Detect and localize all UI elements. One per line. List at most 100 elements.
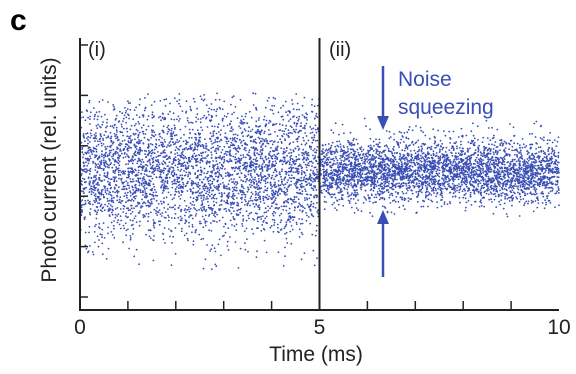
point-region-i (150, 104, 153, 106)
point-region-i (149, 237, 152, 240)
point-region-i (185, 110, 188, 113)
point-region-i (254, 141, 257, 144)
point-region-i (274, 190, 277, 193)
point-region-i (137, 177, 139, 180)
point-region-i (230, 166, 233, 169)
point-region-i (250, 195, 253, 198)
point-region-i (235, 189, 238, 192)
point-region-i (108, 164, 110, 167)
point-region-i (267, 209, 270, 212)
point-region-i (127, 176, 130, 179)
point-region-i (129, 108, 132, 111)
point-region-i (212, 146, 215, 149)
point-region-i (180, 137, 182, 139)
point-region-ii (383, 161, 386, 163)
point-region-i (209, 138, 212, 140)
point-region-i (163, 145, 166, 148)
point-region-ii (486, 173, 489, 176)
point-region-i (205, 209, 208, 211)
point-region-i (295, 160, 297, 163)
point-region-i (133, 171, 135, 174)
point-region-i (265, 211, 268, 214)
point-region-i (154, 194, 157, 197)
point-region-i (112, 141, 115, 144)
point-region-i (126, 184, 129, 187)
point-region-i (289, 142, 292, 145)
point-region-i (112, 224, 115, 227)
point-region-i (176, 186, 178, 189)
point-region-i (202, 199, 205, 201)
point-region-i (135, 123, 137, 125)
point-region-i (311, 136, 313, 139)
point-region-i (172, 235, 175, 238)
point-region-i (93, 189, 96, 192)
point-region-i (147, 115, 150, 117)
point-region-i (188, 210, 191, 213)
point-region-i (165, 146, 168, 148)
point-region-i (210, 154, 213, 156)
point-region-i (291, 158, 294, 161)
point-region-i (195, 120, 198, 123)
point-region-i (213, 185, 216, 187)
point-region-i (198, 139, 201, 142)
point-region-ii (480, 205, 483, 207)
point-region-i (231, 186, 234, 189)
point-region-i (163, 118, 165, 121)
point-region-i (130, 124, 133, 127)
point-region-i (215, 110, 218, 113)
point-region-i (226, 142, 229, 145)
point-region-ii (357, 160, 360, 162)
point-region-i (213, 108, 216, 111)
point-region-ii (406, 189, 409, 192)
point-region-i (98, 199, 101, 201)
point-region-i (248, 149, 251, 152)
point-region-i (221, 157, 224, 160)
point-region-i (127, 149, 129, 152)
point-region-i (192, 197, 195, 200)
point-region-ii (452, 130, 455, 133)
point-region-i (300, 165, 302, 168)
point-region-i (100, 180, 103, 183)
point-region-ii (424, 134, 427, 137)
point-region-ii (434, 187, 437, 190)
point-region-i (102, 137, 104, 140)
point-region-i (154, 159, 157, 162)
point-region-i (283, 148, 285, 150)
point-region-i (194, 230, 197, 232)
point-region-i (127, 209, 130, 212)
point-region-i (259, 133, 262, 136)
point-region-i (104, 154, 107, 157)
point-region-i (273, 153, 276, 156)
point-region-i (186, 161, 189, 164)
point-region-i (190, 165, 193, 168)
point-region-i (285, 237, 288, 240)
point-region-i (232, 133, 235, 136)
point-region-ii (467, 189, 470, 192)
point-region-i (308, 182, 310, 185)
point-region-i (316, 224, 318, 227)
point-region-i (180, 168, 183, 171)
point-region-i (119, 110, 121, 113)
point-region-i (90, 134, 93, 137)
point-region-i (231, 181, 234, 184)
point-region-i (182, 154, 185, 157)
point-region-i (90, 185, 93, 188)
point-region-i (233, 111, 235, 114)
point-region-i (219, 145, 221, 148)
point-region-i (107, 136, 110, 139)
point-region-i (209, 120, 212, 123)
point-region-i (129, 195, 132, 197)
point-region-i (185, 111, 187, 114)
point-region-i (109, 125, 112, 127)
point-region-i (247, 186, 249, 189)
point-region-i (135, 148, 138, 150)
point-region-i (265, 138, 267, 140)
point-region-i (252, 178, 255, 181)
point-region-i (277, 141, 279, 144)
point-region-i (306, 193, 309, 196)
point-region-ii (460, 127, 463, 130)
point-region-i (195, 154, 198, 157)
point-region-ii (462, 162, 465, 165)
point-region-i (200, 98, 203, 101)
point-region-i (118, 160, 121, 163)
